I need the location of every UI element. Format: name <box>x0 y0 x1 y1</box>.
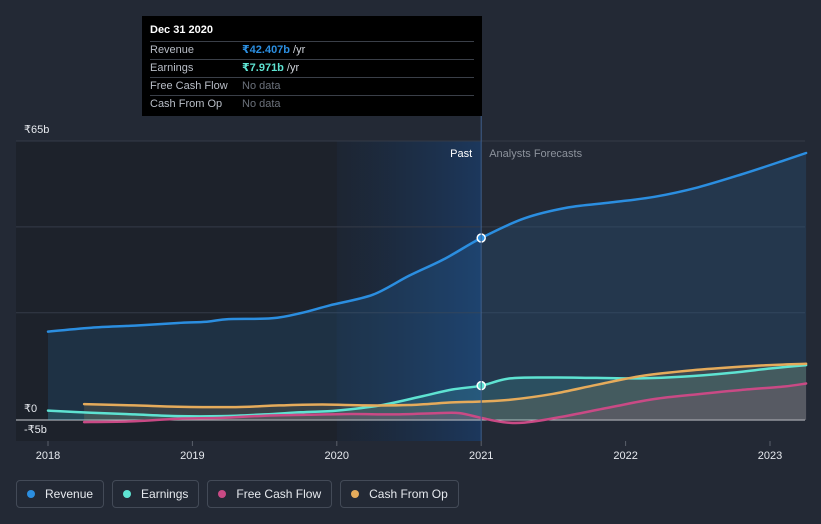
revenue-line <box>46 151 808 333</box>
tooltip-label: Cash From Op <box>150 98 223 110</box>
legend-dot-icon <box>218 490 227 498</box>
tooltip-date: Dec 31 2020 <box>150 24 474 42</box>
past-highlight <box>336 141 482 441</box>
legend-dot-icon <box>27 490 35 498</box>
tooltip-label: Revenue <box>150 44 195 56</box>
tooltip-unit: /yr <box>286 62 300 74</box>
x-tick-label: 2018 <box>36 450 60 462</box>
x-tick-label: 2019 <box>180 450 204 462</box>
x-tick-label: 2020 <box>325 450 349 462</box>
x-tick-label: 2022 <box>613 450 637 462</box>
tooltip-row-free-cash-flow: Free Cash Flow No data <box>150 78 474 96</box>
x-tick-label: 2023 <box>758 450 782 462</box>
revenue-area <box>48 153 807 420</box>
forecast-label: Analysts Forecasts <box>489 148 582 160</box>
tooltip-label: Free Cash Flow <box>150 80 228 92</box>
legend-label: Cash From Op <box>369 487 448 501</box>
legend-item-cash-from-op[interactable]: Cash From Op <box>340 480 459 508</box>
tooltip-value: ₹7.971b <box>242 62 284 74</box>
tooltip: Dec 31 2020 Revenue ₹42.407b /yr Earning… <box>142 16 482 116</box>
y-tick-label: -₹5b <box>24 424 47 436</box>
legend-item-earnings[interactable]: Earnings <box>112 480 200 508</box>
tooltip-value: No data <box>242 80 281 92</box>
tooltip-row-cash-from-op: Cash From Op No data <box>150 96 474 113</box>
legend-dot-icon <box>351 490 360 498</box>
tooltip-row-revenue: Revenue ₹42.407b /yr <box>150 42 474 60</box>
free-cash-flow-line <box>82 382 808 425</box>
cash-from-op-area <box>84 363 807 420</box>
legend-dot-icon <box>123 490 132 498</box>
legend-item-free-cash-flow[interactable]: Free Cash Flow <box>207 480 333 508</box>
tooltip-unit: /yr <box>293 44 306 56</box>
legend-label: Free Cash Flow <box>236 487 322 501</box>
free-cash-flow-area <box>84 383 807 424</box>
tooltip-value: ₹42.407b <box>242 44 291 56</box>
tooltip-label: Earnings <box>150 62 194 74</box>
tooltip-row-earnings: Earnings ₹7.971b /yr <box>150 60 474 78</box>
cash-from-op-line <box>82 362 808 409</box>
legend: Revenue Earnings Free Cash Flow Cash Fro… <box>16 480 459 508</box>
legend-label: Earnings <box>141 487 189 501</box>
legend-label: Revenue <box>45 487 94 501</box>
x-axis-labels: 2018 2019 2020 2021 2022 2023 <box>36 441 782 462</box>
x-tick-label: 2021 <box>469 450 493 462</box>
chart-plot: Past Analysts Forecasts ₹65b₹0-₹5b 2018 2… <box>16 116 808 462</box>
earnings-line <box>46 363 808 418</box>
legend-item-revenue[interactable]: Revenue <box>16 480 105 508</box>
past-label: Past <box>450 148 472 160</box>
series-lines <box>46 151 808 425</box>
y-axis-labels: ₹65b ₹0 -₹5b <box>24 124 49 436</box>
y-tick-label: ₹0 <box>24 403 37 415</box>
tooltip-value: No data <box>242 98 281 110</box>
y-tick-label: ₹65b <box>24 124 49 136</box>
